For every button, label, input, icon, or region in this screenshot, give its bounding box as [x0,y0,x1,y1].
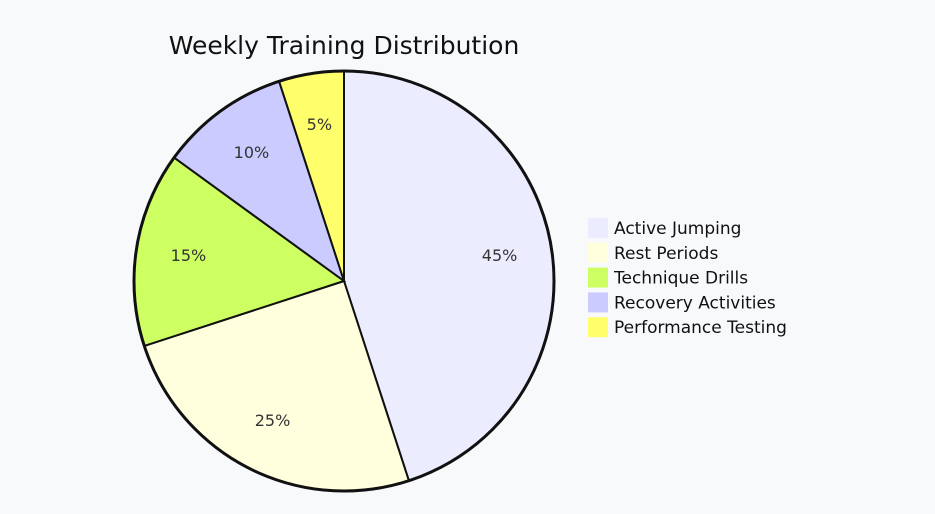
pie-slices [132,69,556,493]
legend-swatch [588,267,608,288]
slice-label-recovery-activities: 10% [234,143,270,162]
legend-label: Performance Testing [614,318,787,338]
legend-label: Active Jumping [614,219,741,239]
legend-item-active-jumping: Active Jumping [588,218,741,239]
legend-item-technique-drills: Technique Drills [588,267,748,289]
slice-label-performance-testing: 5% [307,115,332,134]
legend-label: Technique Drills [613,269,748,289]
legend: Active Jumping Rest Periods Technique Dril… [588,218,787,338]
legend-item-performance-testing: Performance Testing [588,317,787,338]
legend-label: Recovery Activities [614,293,776,313]
pie-slice-labels: 45% 25% 15% 10% 5% [171,115,518,430]
slice-label-rest-periods: 25% [255,411,291,430]
legend-swatch [588,218,608,238]
legend-swatch [588,242,608,263]
legend-item-rest-periods: Rest Periods [588,242,718,264]
chart-title: Weekly Training Distribution [169,31,520,60]
pie-outline [132,69,556,493]
legend-label: Rest Periods [614,244,718,264]
legend-swatch [588,292,608,313]
legend-item-recovery-activities: Recovery Activities [588,292,776,313]
legend-swatch [588,317,608,338]
slice-label-technique-drills: 15% [171,246,207,265]
slice-label-active-jumping: 45% [482,246,518,265]
